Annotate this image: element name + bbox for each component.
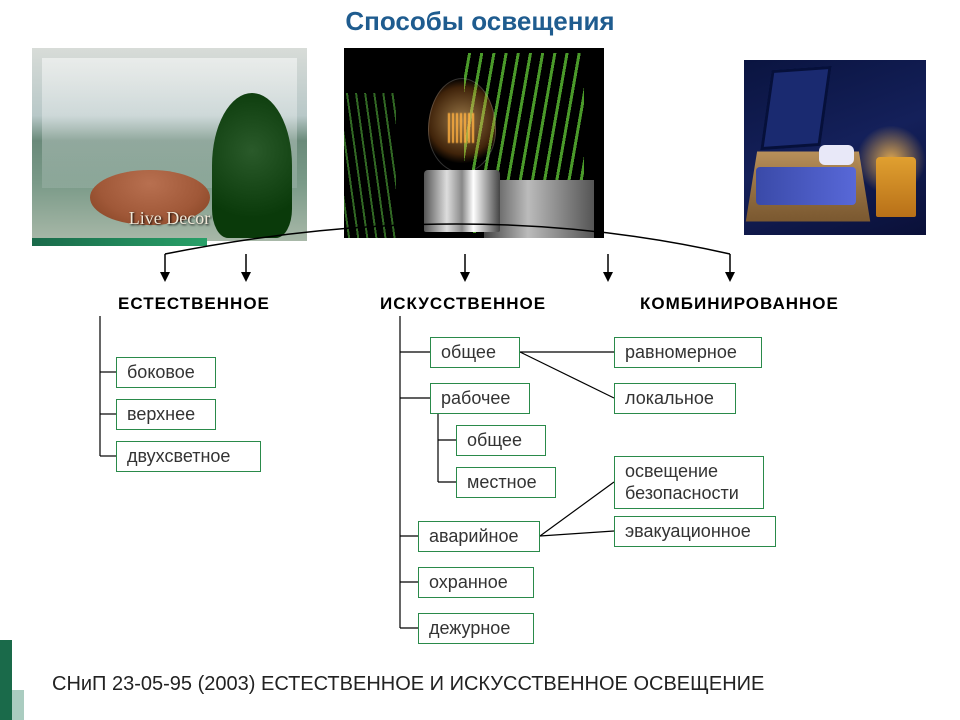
illustration-natural-caption: Live Decor — [32, 208, 307, 229]
node-avariynoe: аварийное — [418, 521, 540, 552]
node-mestnoe: местное — [456, 467, 556, 498]
side-accent — [0, 640, 12, 720]
illustration-natural: Live Decor — [32, 48, 307, 241]
decor-bar — [32, 238, 207, 246]
side-accent-2 — [12, 690, 24, 720]
illustration-artificial — [344, 48, 604, 238]
node-obshee: общее — [430, 337, 520, 368]
node-osv-bezop: освещение безопасности — [614, 456, 764, 509]
node-ohrannoe: охранное — [418, 567, 534, 598]
node-bokovoe: боковое — [116, 357, 216, 388]
footer-text: СНиП 23-05-95 (2003) ЕСТЕСТВЕННОЕ И ИСКУ… — [52, 673, 764, 696]
node-rabochee: рабочее — [430, 383, 530, 414]
page-title: Способы освещения — [0, 6, 960, 37]
category-искусственное: ИСКУССТВЕННОЕ — [380, 294, 546, 314]
node-ravnomernoe: равномерное — [614, 337, 762, 368]
node-lokalnoe: локальное — [614, 383, 736, 414]
category-комбинированное: КОМБИНИРОВАННОЕ — [640, 294, 839, 314]
node-obshee2: общее — [456, 425, 546, 456]
node-dezhurnoe: дежурное — [418, 613, 534, 644]
node-dvuhsvetnoe: двухсветное — [116, 441, 261, 472]
node-verhnee: верхнее — [116, 399, 216, 430]
node-evak: эвакуационное — [614, 516, 776, 547]
category-естественное: ЕСТЕСТВЕННОЕ — [118, 294, 270, 314]
illustration-combined — [744, 60, 926, 235]
